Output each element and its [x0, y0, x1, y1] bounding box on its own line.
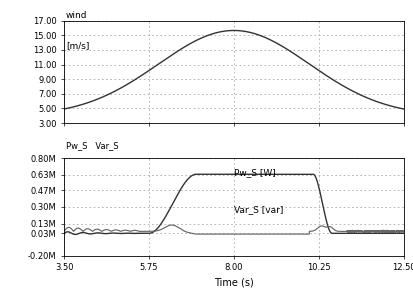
X-axis label: Time (s): Time (s)	[214, 278, 253, 288]
Text: [m/s]: [m/s]	[66, 41, 89, 50]
Text: Pw_S [W]: Pw_S [W]	[233, 168, 275, 177]
Text: Var_S [var]: Var_S [var]	[233, 205, 282, 214]
Text: Pw_S   Var_S: Pw_S Var_S	[66, 141, 118, 151]
Text: wind: wind	[66, 11, 87, 20]
